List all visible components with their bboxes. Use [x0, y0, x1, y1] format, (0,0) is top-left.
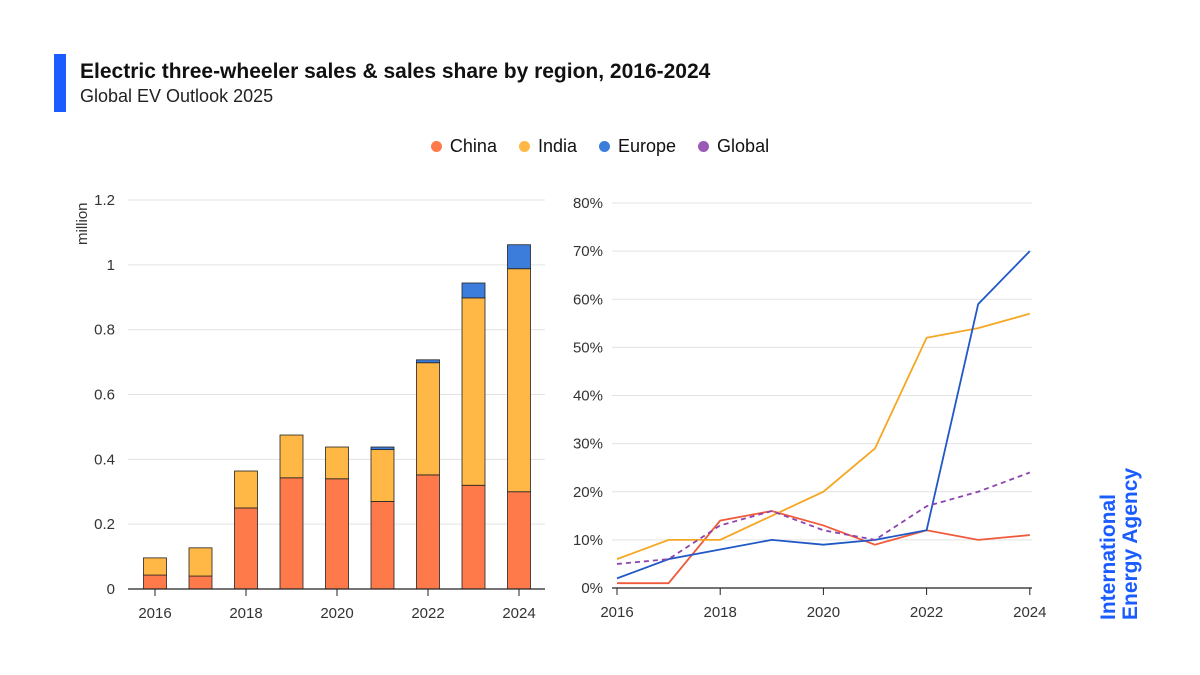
y-tick-label: 0.4 — [94, 451, 115, 468]
legend-item-china[interactable]: China — [430, 136, 497, 157]
y-tick-label: 10% — [573, 532, 603, 549]
y-tick-label: 70% — [573, 243, 603, 260]
line-india — [616, 312, 1031, 560]
chart-subtitle: Global EV Outlook 2025 — [80, 86, 274, 106]
y-tick-label: 30% — [573, 436, 603, 453]
bar-china — [325, 478, 349, 590]
bar-india — [507, 268, 531, 493]
y-tick-label: 0 — [107, 581, 115, 598]
x-tick-label: 2018 — [229, 605, 262, 622]
legend-dot-icon — [430, 141, 442, 152]
legend-label: Global — [717, 136, 770, 156]
line-europe — [616, 250, 1031, 580]
bar-china — [461, 484, 486, 590]
bar-india — [188, 547, 213, 577]
bar-europe — [507, 244, 531, 270]
legend-dot-icon — [599, 141, 610, 152]
y-tick-label: 0.2 — [94, 516, 115, 533]
y-tick-label: 50% — [573, 339, 603, 356]
legend-item-global[interactable]: Global — [698, 136, 769, 157]
y-tick-label: 80% — [573, 195, 603, 212]
x-tick-label: 2024 — [502, 605, 535, 622]
bar-china — [234, 507, 258, 590]
y-tick-label: 60% — [573, 291, 603, 308]
legend-label: India — [537, 136, 577, 156]
legend-label: China — [449, 136, 497, 156]
legend-label: Europe — [618, 136, 677, 156]
y-tick-label: 0% — [581, 580, 603, 597]
legend-dot-icon — [518, 141, 530, 152]
y-tick-label: 20% — [573, 484, 603, 501]
x-tick-label: 2020 — [320, 605, 353, 622]
x-tick-label: 2016 — [600, 604, 633, 621]
bar-china — [279, 477, 304, 590]
y-tick-label: 1 — [107, 257, 115, 274]
chart-title: Electric three-wheeler sales & sales sha… — [80, 60, 711, 83]
bar-europe — [370, 446, 395, 451]
bar-india — [416, 362, 440, 476]
bar-india — [143, 557, 167, 576]
legend-item-india[interactable]: India — [518, 136, 577, 157]
legend-dot-icon — [698, 141, 710, 152]
bar-china — [370, 501, 395, 590]
bar-china — [416, 474, 440, 590]
x-tick-label: 2016 — [138, 605, 171, 622]
x-tick-label: 2018 — [704, 604, 737, 621]
y-tick-label: 40% — [573, 388, 603, 405]
x-tick-label: 2020 — [807, 604, 840, 621]
bar-india — [279, 434, 304, 479]
x-tick-label: 2024 — [1013, 604, 1046, 621]
logo-line-1: International — [1097, 493, 1120, 620]
bar-europe — [416, 359, 440, 364]
bar-india — [461, 297, 486, 486]
line-china — [617, 510, 1030, 585]
bar-europe — [461, 282, 486, 299]
bar-india — [325, 446, 349, 480]
logo-line-2: Energy Agency — [1119, 467, 1142, 620]
x-tick-label: 2022 — [910, 604, 943, 621]
y-tick-label: 0.8 — [94, 322, 115, 339]
iea-logo: International Energy Agency — [1097, 467, 1142, 620]
legend: China India Europe Global — [0, 136, 1200, 157]
bar-china — [507, 491, 531, 590]
bar-china — [188, 575, 213, 590]
bar-india — [370, 449, 395, 502]
y-tick-label: 1.2 — [94, 192, 115, 209]
y-tick-label: 0.6 — [94, 387, 115, 404]
x-tick-label: 2022 — [411, 605, 444, 622]
legend-item-europe[interactable]: Europe — [599, 136, 676, 157]
bar-india — [234, 470, 258, 509]
y-axis-label: million — [74, 202, 91, 245]
line-global — [616, 471, 1031, 565]
bar-china — [143, 574, 167, 590]
title-accent-bar — [54, 54, 66, 112]
